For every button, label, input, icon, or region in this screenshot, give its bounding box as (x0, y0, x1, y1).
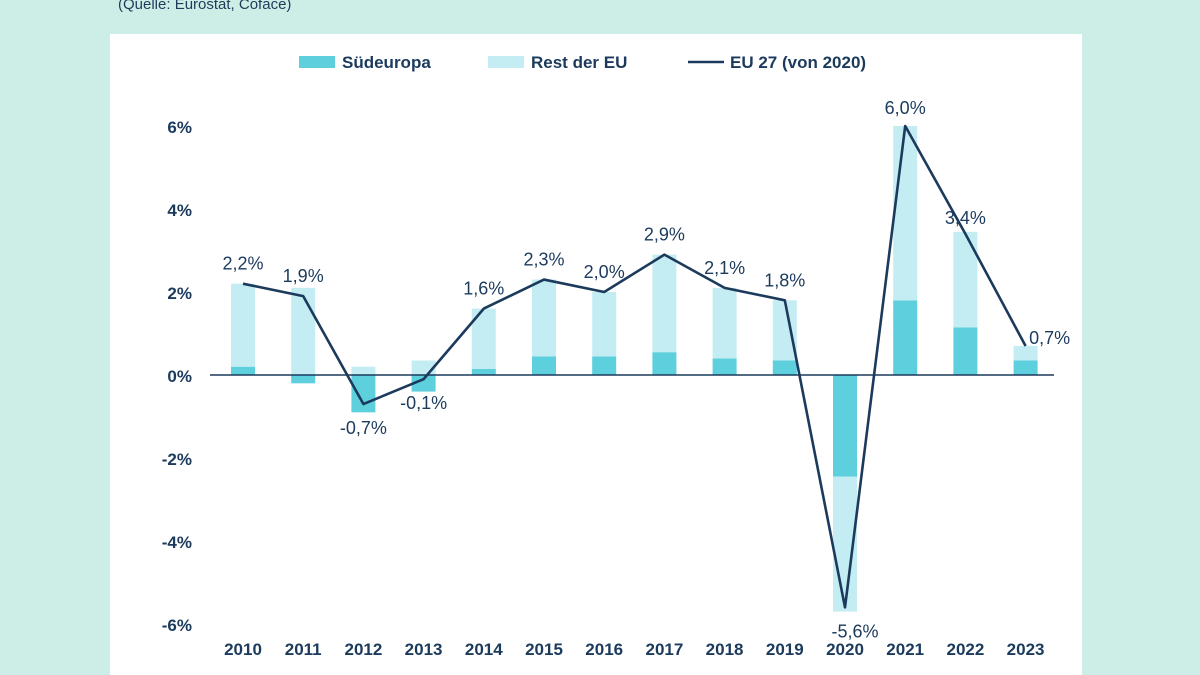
data-label-2020: -5,6% (831, 621, 878, 641)
bar-rest-2017 (652, 254, 677, 353)
data-label-2014: 1,6% (463, 279, 504, 299)
y-tick-label--6: -6% (162, 616, 192, 635)
bar-rest-2015 (532, 279, 556, 357)
data-label-2015: 2,3% (523, 250, 564, 270)
data-label-2017: 2,9% (644, 225, 685, 245)
y-tick-label--4: -4% (162, 533, 192, 552)
data-label-2019: 1,8% (764, 270, 805, 290)
bar-suedeuropa-2015 (532, 356, 556, 375)
data-label-2016: 2,0% (584, 262, 625, 282)
data-label-2023: 0,7% (1029, 328, 1070, 348)
bar-suedeuropa-2013 (411, 375, 436, 392)
bar-suedeuropa-2017 (652, 352, 677, 375)
bar-rest-2022 (953, 231, 978, 328)
x-tick-label-2012: 2012 (344, 640, 382, 659)
legend-swatch-suedeuropa (299, 56, 335, 68)
chart-svg: 2,2% 1,9% -0,7% -0,1% 1,6% 2,3% 2,0% 2,9% 2,1% 1,… (162, 53, 1070, 659)
legend-label-eu27: EU 27 (von 2020) (730, 53, 866, 72)
bar-suedeuropa-2011 (291, 375, 316, 384)
bar-suedeuropa-2018 (712, 358, 737, 375)
bar-rest-2012 (351, 366, 376, 375)
bar-suedeuropa-2016 (592, 356, 617, 375)
x-tick-label-2020: 2020 (826, 640, 864, 659)
data-label-2010: 2,2% (222, 254, 263, 274)
chart-panel: 2,2% 1,9% -0,7% -0,1% 1,6% 2,3% 2,0% 2,9% 2,1% 1,… (110, 34, 1082, 675)
x-tick-label-2023: 2023 (1007, 640, 1045, 659)
y-tick-label--2: -2% (162, 450, 192, 469)
x-tick-label-2016: 2016 (585, 640, 623, 659)
x-tick-label-2021: 2021 (886, 640, 924, 659)
data-label-2021: 6,0% (885, 98, 926, 118)
x-tick-label-2015: 2015 (525, 640, 563, 659)
x-tick-label-2018: 2018 (706, 640, 744, 659)
bar-suedeuropa-2020 (833, 375, 857, 477)
bar-rest-2010 (231, 283, 255, 367)
bar-rest-2018 (712, 287, 737, 359)
y-tick-label-6: 6% (167, 118, 192, 137)
data-label-2022: 3,4% (945, 208, 986, 228)
bar-suedeuropa-2023 (1013, 360, 1038, 375)
bar-suedeuropa-2014 (471, 368, 496, 375)
bar-suedeuropa-2012 (351, 375, 376, 413)
x-tick-label-2022: 2022 (946, 640, 984, 659)
legend-label-suedeuropa: Südeuropa (342, 53, 431, 72)
bar-rest-2023 (1013, 345, 1038, 361)
x-tick-label-2013: 2013 (405, 640, 443, 659)
bar-suedeuropa-2010 (231, 366, 255, 375)
bar-suedeuropa-2021 (893, 300, 918, 375)
legend-label-rest: Rest der EU (531, 53, 627, 72)
data-label-2018: 2,1% (704, 258, 745, 278)
y-tick-label-0: 0% (167, 367, 192, 386)
data-label-2011: 1,9% (283, 266, 324, 286)
data-label-2012: -0,7% (340, 418, 387, 438)
bar-rest-2011 (291, 287, 316, 375)
data-label-2013: -0,1% (400, 393, 447, 413)
bar-suedeuropa-2019 (772, 360, 797, 375)
y-tick-label-4: 4% (167, 201, 192, 220)
bar-suedeuropa-2022 (953, 327, 978, 375)
y-tick-label-2: 2% (167, 284, 192, 303)
x-tick-label-2019: 2019 (766, 640, 804, 659)
bar-rest-2016 (592, 292, 617, 357)
x-tick-label-2011: 2011 (285, 640, 322, 659)
x-tick-label-2014: 2014 (465, 640, 503, 659)
legend-swatch-rest (488, 56, 524, 68)
eu27-line (242, 124, 1027, 609)
source-note: (Quelle: Eurostat, Coface) (118, 0, 292, 13)
x-tick-label-2017: 2017 (645, 640, 683, 659)
bar-rest-2019 (772, 300, 797, 361)
bar-rest-2021 (893, 126, 918, 301)
x-tick-label-2010: 2010 (224, 640, 262, 659)
